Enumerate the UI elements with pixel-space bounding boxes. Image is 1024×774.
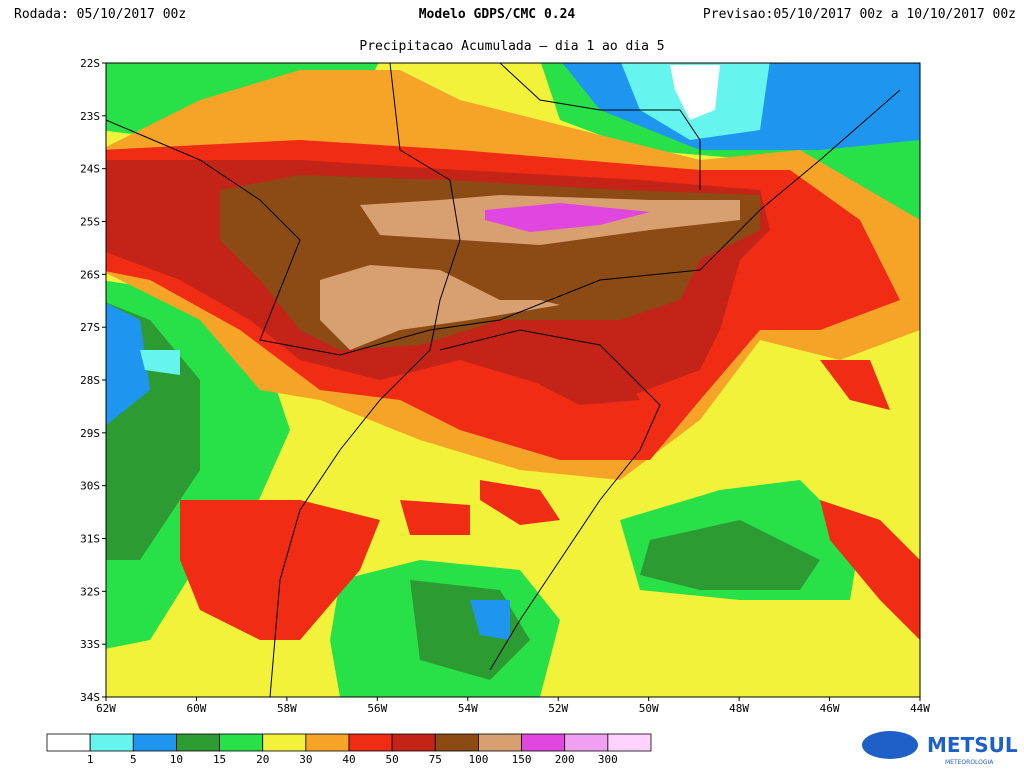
legend-label: 40 <box>342 753 355 766</box>
legend-swatch <box>132 733 177 752</box>
lon-label: 46W <box>820 702 840 715</box>
logo-globe <box>862 731 918 759</box>
legend-label: 300 <box>598 753 618 766</box>
lon-label: 58W <box>277 702 297 715</box>
legend-label: 1 <box>87 753 94 766</box>
model-label: Modelo GDPS/CMC 0.24 <box>419 7 576 22</box>
lon-label: 60W <box>187 702 207 715</box>
axes: 22S23S24S25S26S27S28S29S30S31S32S33S34S6… <box>80 57 930 715</box>
lat-label: 29S <box>80 427 100 440</box>
legend-label: 50 <box>386 753 399 766</box>
lon-label: 44W <box>910 702 930 715</box>
legend-label: 200 <box>555 753 575 766</box>
logo: METSUL METEOROLOGIA <box>862 731 1018 766</box>
legend-swatch <box>434 733 479 752</box>
lat-label: 33S <box>80 638 100 651</box>
legend-swatch <box>262 733 307 752</box>
legend-label: 10 <box>170 753 183 766</box>
legend-swatch <box>478 733 522 752</box>
legend-swatch <box>176 733 220 752</box>
precip-field <box>106 63 920 697</box>
lat-label: 34S <box>80 691 100 704</box>
lat-label: 22S <box>80 57 100 70</box>
legend-swatch <box>305 733 350 752</box>
lat-label: 28S <box>80 374 100 387</box>
legend-label: 20 <box>256 753 269 766</box>
legend-label: 100 <box>468 753 488 766</box>
forecast-label: Previsao:05/10/2017 00z a 10/10/2017 00z <box>703 7 1016 22</box>
legend-swatch <box>219 733 264 752</box>
logo-text: METSUL <box>927 733 1018 757</box>
lon-label: 54W <box>458 702 478 715</box>
borders <box>105 62 901 698</box>
lon-label: 50W <box>639 702 659 715</box>
lat-label: 27S <box>80 321 100 334</box>
legend-swatch <box>348 733 393 752</box>
lon-label: 56W <box>367 702 387 715</box>
legend-swatch <box>391 733 436 752</box>
lat-label: 24S <box>80 163 100 176</box>
lat-label: 31S <box>80 533 100 546</box>
lat-label: 30S <box>80 480 100 493</box>
legend-label: 30 <box>299 753 312 766</box>
lon-label: 62W <box>96 702 116 715</box>
legend-swatch <box>521 733 566 752</box>
lon-label: 48W <box>729 702 749 715</box>
legend-swatch <box>564 733 609 752</box>
legend: 1 5 10 15 20 30 40 50 75 100 150 200 300 <box>46 733 652 766</box>
legend-swatch <box>607 733 652 752</box>
lat-label: 26S <box>80 268 100 281</box>
lat-label: 25S <box>80 216 100 229</box>
legend-label: 5 <box>130 753 137 766</box>
logo-subtext: METEOROLOGIA <box>945 759 994 766</box>
legend-label: 75 <box>429 753 442 766</box>
legend-swatch <box>46 733 91 752</box>
lat-label: 23S <box>80 110 100 123</box>
subtitle: Precipitacao Acumulada — dia 1 ao dia 5 <box>359 39 664 54</box>
run-label: Rodada: 05/10/2017 00z <box>14 7 186 22</box>
legend-swatch <box>89 733 134 752</box>
legend-label: 150 <box>512 753 532 766</box>
lon-label: 52W <box>548 702 568 715</box>
legend-label: 15 <box>213 753 226 766</box>
lat-label: 32S <box>80 585 100 598</box>
